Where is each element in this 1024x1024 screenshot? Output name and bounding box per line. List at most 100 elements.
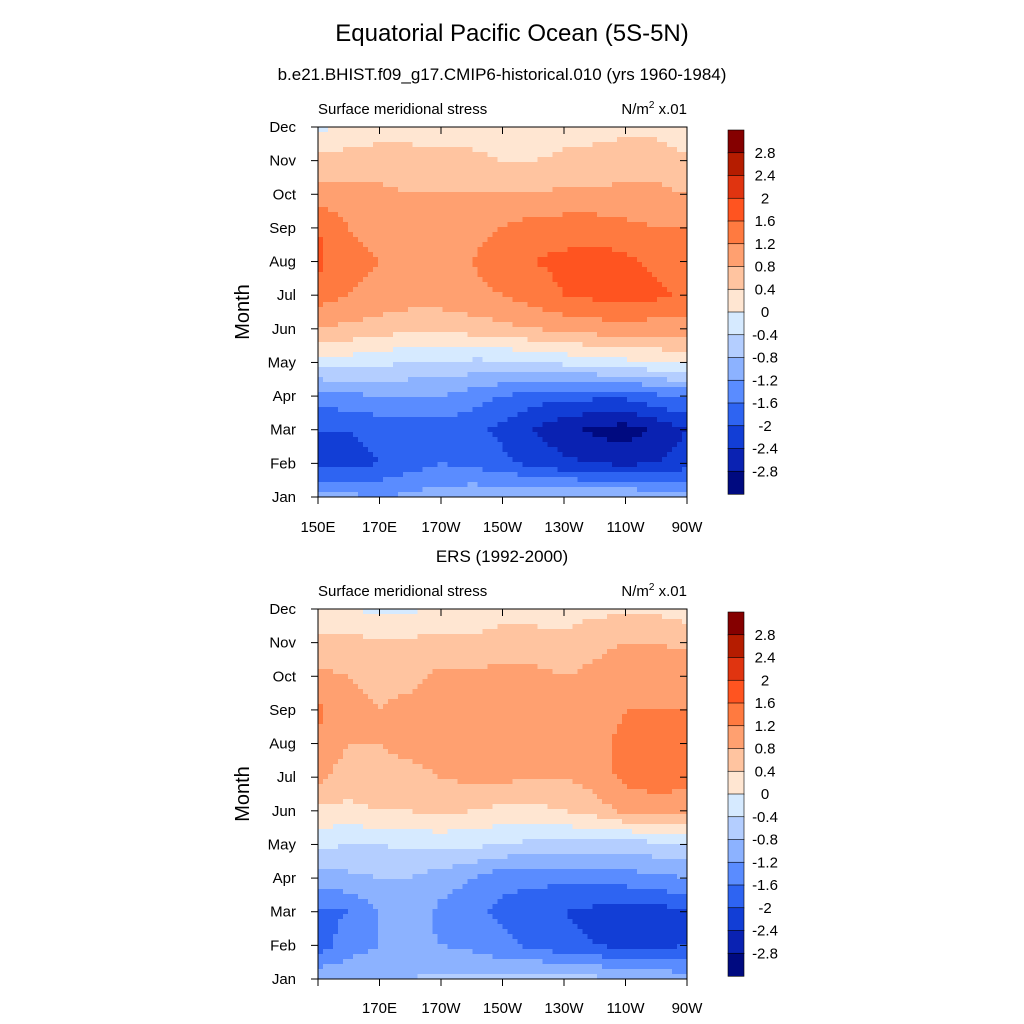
contour-cell [562,452,668,458]
colorbar-1: 2.8 2.4 2 1.6 1.2 0.8 0.4 0 -0.4 -0.8 -1.2 -1.6 -2 -2… [727,129,778,495]
contour-cell [357,237,489,243]
colorbar-box [727,816,745,841]
contour-cell [557,467,683,473]
contour-cell [447,392,514,398]
contour-cell [647,267,688,273]
contour-cell [637,869,688,875]
contour-cell [377,457,514,463]
contour-cell [437,462,449,468]
contour-cell [667,644,688,650]
contour-cell [627,252,688,258]
contour-cell [337,407,474,413]
contour-cell [318,352,354,358]
contour-cell [492,914,568,920]
contour-cell [322,704,379,710]
contour-cell [647,789,673,795]
contour-cell [318,312,384,318]
contour-cell [347,292,504,298]
contour-cell [322,237,359,243]
contour-cell [657,137,688,143]
contour-cell [592,142,668,148]
contour-cell [347,869,429,875]
contour-cell [677,442,688,448]
contour-cell [318,864,454,870]
contour-cell [437,774,618,780]
contour-cell [492,869,638,875]
contour-cell [682,432,688,438]
y-tick-label: Jul [277,769,296,786]
contour-cell [367,447,504,453]
contour-cell [612,182,663,188]
contour-cell [322,247,369,253]
contour-cell [542,959,688,965]
contour-cell [677,147,688,153]
contour-cell [672,187,688,193]
contour-cell [342,749,389,755]
contour-cell [522,839,648,845]
contour-cell [507,452,563,458]
contour-cell [587,934,688,940]
contour-cell [542,422,618,428]
contour-cell [417,609,688,615]
contour-cell [367,694,399,700]
contour-cell [562,292,673,298]
contour-cell [572,919,688,925]
contour-cell [437,934,514,940]
colorbar-box [727,657,745,681]
contour-cell [318,729,618,735]
contour-cell [318,784,583,790]
contour-cell [582,412,638,418]
contour-cell [318,759,339,765]
colorbar-box [727,243,745,268]
colorbar-box [727,129,745,154]
contour-cell [497,624,538,630]
contour-cell [487,282,558,288]
contour-cell [522,217,628,223]
contour-cell [318,659,593,665]
contour-cell [472,257,538,263]
contour-cell [357,437,499,443]
contour-cell [432,929,509,935]
contour-cell [342,799,354,805]
x-tick-label: 110W [606,519,645,536]
contour-cell [497,227,688,233]
contour-cell [318,769,334,775]
colorbar-box [727,952,745,977]
contour-cell [362,442,504,448]
contour-cell [547,804,613,810]
contour-cell [318,322,339,328]
contour-cell [477,874,678,880]
contour-cell [318,137,618,143]
colorbar-box [727,748,745,772]
contour-cell [318,462,374,468]
contour-cell [318,187,399,193]
contour-cell [502,447,558,453]
colorbar-label: -1.6 [752,877,778,894]
x-tick-label: 150W [483,1000,523,1017]
colorbar-label: 0.4 [755,281,776,298]
contour-cell [592,659,688,665]
contour-cell [318,332,394,338]
contour-cell [318,774,329,780]
contour-cell [502,894,688,900]
contour-cell [617,729,688,735]
contour-cell [647,427,688,433]
contour-cell [332,944,379,950]
contour-cell [357,282,489,288]
contour-cell [387,699,688,705]
contour-cell [342,959,543,965]
contour-cell [318,212,339,218]
contour-cell [318,814,598,820]
contour-cell [337,212,563,218]
contour-cell [318,252,324,258]
contour-cell [352,799,603,805]
contour-cell [512,297,593,303]
contour-cell [492,232,688,238]
contour-cell [318,482,469,488]
contour-cell [667,407,688,413]
colorbar-label: 2.8 [755,145,776,162]
contour-cell [332,669,434,675]
contour-cell [617,774,688,780]
contour-cell [612,744,688,750]
contour-cell [642,432,683,438]
